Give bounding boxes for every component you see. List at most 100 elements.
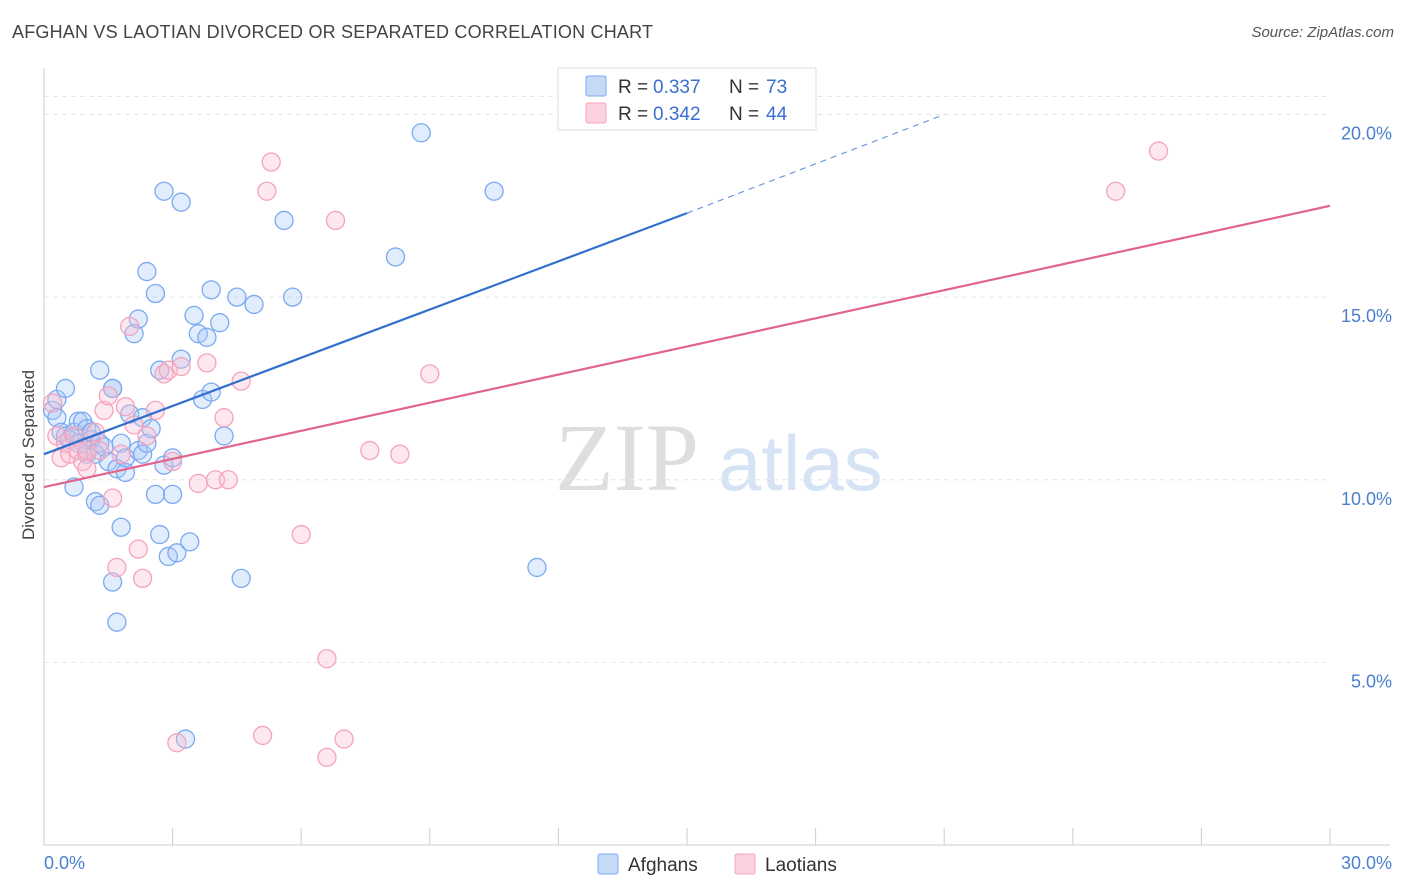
point-laotians-9 (77, 459, 97, 479)
point-afghans-50 (162, 484, 183, 505)
point-laotians-41 (325, 210, 346, 231)
legend-n-value-afghans: 73 (766, 77, 787, 98)
point-afghans-65 (231, 568, 251, 589)
x-tick-label-end: 30.0% (1341, 853, 1392, 873)
point-laotians-12 (94, 400, 114, 421)
y-tick-label-2: 15.0% (1341, 306, 1392, 326)
point-afghans-60 (201, 280, 221, 300)
point-afghans-69 (385, 247, 406, 267)
axes (43, 68, 1390, 846)
point-afghans-62 (210, 313, 230, 333)
point-laotians-40 (317, 747, 337, 767)
point-laotians-14 (102, 488, 123, 508)
point-afghans-46 (154, 181, 174, 201)
chart-title: AFGHAN VS LAOTIAN DIVORCED OR SEPARATED … (12, 22, 654, 42)
point-afghans-29 (111, 433, 131, 453)
point-laotians-16 (111, 444, 131, 464)
series-afghans (42, 123, 547, 749)
legend: R = 0.337 N = 73 R = 0.342 N = 44 (557, 67, 817, 131)
point-afghans-42 (145, 283, 166, 304)
point-afghans-68 (282, 287, 303, 307)
point-afghans-37 (132, 444, 153, 464)
point-laotians-36 (257, 181, 277, 201)
point-laotians-38 (291, 524, 311, 545)
point-laotians-45 (420, 364, 440, 384)
series-legend-swatch-afghans (597, 853, 619, 875)
point-afghans-59 (197, 327, 217, 347)
point-afghans-66 (244, 294, 264, 315)
series-legend-label-afghans: Afghans (628, 855, 698, 876)
point-afghans-43 (145, 484, 166, 505)
point-afghans-56 (184, 305, 204, 326)
point-afghans-30 (111, 517, 131, 537)
point-laotians-15 (107, 557, 127, 578)
point-afghans-21 (90, 360, 110, 380)
point-afghans-55 (180, 532, 200, 552)
series-legend-swatch-laotians (734, 853, 756, 875)
series-legend: Afghans Laotians (597, 853, 837, 876)
x-tick-label-start: 0.0% (44, 853, 85, 873)
y-tick-label-0: 5.0% (1351, 671, 1392, 691)
point-afghans-70 (411, 123, 431, 143)
point-laotians-44 (390, 444, 410, 464)
legend-r-value-laotians: 0.342 (653, 104, 701, 125)
point-laotians-17 (115, 397, 136, 417)
point-laotians-42 (334, 729, 354, 749)
point-laotians-21 (132, 568, 153, 589)
point-afghans-67 (274, 210, 294, 231)
y-tick-label-3: 20.0% (1341, 124, 1392, 144)
y-tick-label-1: 10.0% (1341, 489, 1392, 509)
point-laotians-33 (218, 470, 238, 490)
point-laotians-13 (98, 386, 118, 406)
trend-extension-afghans (686, 113, 945, 214)
legend-n-label-laotians: N = (729, 104, 759, 125)
watermark-zip: ZIP (555, 404, 699, 511)
point-afghans-39 (137, 433, 157, 453)
point-laotians-28 (171, 356, 191, 377)
point-afghans-45 (150, 524, 170, 545)
point-afghans-51 (167, 543, 187, 563)
point-laotians-27 (167, 733, 187, 753)
point-laotians-43 (360, 440, 380, 461)
point-afghans-53 (171, 349, 191, 369)
point-afghans-26 (102, 572, 123, 592)
tick-labels: 5.0% 10.0% 15.0% 20.0% 0.0% 30.0% (44, 124, 1392, 873)
watermark-atlas: atlas (718, 419, 883, 507)
point-laotians-0 (42, 393, 63, 413)
point-laotians-11 (90, 440, 110, 461)
legend-swatch-afghans (585, 75, 607, 97)
trend-lines (43, 113, 1331, 489)
point-laotians-30 (197, 353, 217, 373)
legend-swatch-laotians (585, 102, 607, 124)
point-afghans-4 (55, 378, 76, 399)
point-afghans-52 (171, 192, 191, 212)
legend-n-label-afghans: N = (729, 77, 759, 98)
series-legend-label-laotians: Laotians (765, 855, 837, 876)
point-afghans-72 (527, 557, 547, 578)
point-laotians-37 (261, 152, 281, 172)
point-laotians-39 (317, 649, 337, 669)
trend-line-afghans (43, 212, 688, 456)
legend-r-value-afghans: 0.337 (653, 77, 701, 98)
point-afghans-71 (484, 181, 504, 201)
trend-line-laotians (43, 204, 1331, 489)
point-afghans-27 (107, 612, 127, 632)
point-laotians-46 (1106, 181, 1126, 201)
point-laotians-26 (162, 451, 183, 472)
point-laotians-47 (1148, 141, 1169, 161)
point-laotians-20 (128, 539, 148, 559)
point-laotians-32 (214, 408, 234, 428)
legend-r-label-afghans: R = (618, 77, 648, 98)
point-laotians-22 (137, 426, 157, 446)
point-afghans-63 (214, 426, 234, 446)
point-laotians-29 (188, 473, 208, 494)
source-credit: Source: ZipAtlas.com (1251, 24, 1394, 41)
y-axis-label: Divorced or Separated (19, 370, 38, 540)
watermark: ZIP atlas (555, 404, 883, 511)
point-laotians-18 (120, 316, 140, 337)
point-afghans-64 (227, 287, 247, 307)
point-afghans-40 (137, 261, 157, 282)
legend-n-value-laotians: 44 (766, 104, 788, 125)
point-laotians-35 (252, 725, 273, 746)
